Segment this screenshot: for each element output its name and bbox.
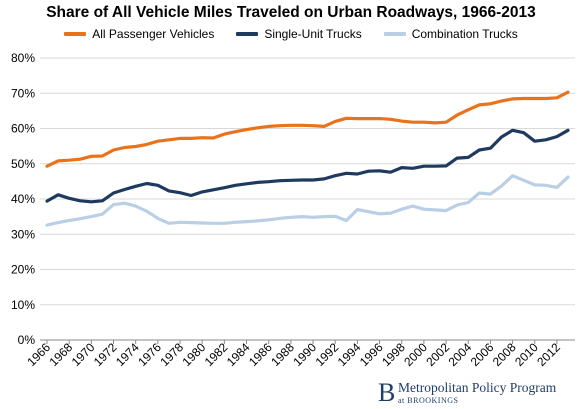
y-tick-label: 40% (11, 192, 35, 206)
series-line-combination-trucks (45, 174, 570, 227)
y-tick-label: 50% (11, 157, 35, 171)
series-lines (45, 90, 570, 227)
brand-name: Metropolitan Policy Program (398, 380, 557, 395)
x-tick-label: 1992 (313, 340, 342, 369)
y-axis-ticks: 0% 10% 20% 30% 40% 50% 60% 70% 80% (11, 51, 35, 347)
legend-item-combination: Combination Trucks (383, 24, 518, 44)
x-tick-label: 1984 (224, 340, 253, 369)
x-tick-label: 2004 (446, 340, 475, 369)
legend-swatch-passenger (64, 32, 87, 36)
legend-swatch-combination (383, 32, 406, 36)
brookings-logo-icon: B (378, 378, 396, 407)
x-tick-label: 1978 (157, 340, 186, 369)
x-tick-label: 2010 (512, 340, 541, 369)
x-tick-label: 1972 (91, 340, 120, 369)
x-tick-label: 1970 (69, 340, 98, 369)
brand-logo-block: B Metropolitan Policy Program at BROOKIN… (378, 378, 582, 407)
legend-item-passenger: All Passenger Vehicles (64, 24, 214, 44)
y-tick-label: 70% (11, 86, 35, 100)
y-tick-label: 10% (11, 298, 35, 312)
chart-title: Share of All Vehicle Miles Traveled on U… (46, 4, 536, 21)
x-tick-label: 2002 (423, 340, 452, 369)
x-tick-label: 1974 (113, 340, 142, 369)
chart-legend: All Passenger Vehicles Single-Unit Truck… (0, 24, 582, 44)
x-tick-label: 2008 (490, 340, 519, 369)
legend-label-combination: Combination Trucks (411, 27, 518, 41)
legend-swatch-single-unit (236, 32, 259, 36)
y-tick-label: 0% (18, 333, 36, 347)
series-line-single-unit-trucks (45, 128, 570, 204)
y-tick-label: 30% (11, 227, 35, 241)
x-tick-label: 2012 (534, 340, 563, 369)
x-tick-label: 1968 (47, 340, 76, 369)
legend-label-passenger: All Passenger Vehicles (92, 27, 215, 41)
series-line-all-passenger-vehicles (45, 90, 570, 168)
x-tick-label: 1986 (246, 340, 275, 369)
x-tick-label: 1998 (379, 340, 408, 369)
x-tick-label: 1976 (135, 340, 164, 369)
x-tick-label: 1980 (180, 340, 209, 369)
brand-subtitle: at BROOKINGS (398, 396, 459, 405)
y-tick-label: 60% (11, 122, 35, 136)
x-tick-label: 1988 (268, 340, 297, 369)
x-tick-label: 1982 (202, 340, 231, 369)
x-tick-label: 1996 (357, 340, 386, 369)
gridlines (40, 57, 575, 341)
y-tick-label: 80% (11, 51, 35, 65)
legend-label-single-unit: Single-Unit Trucks (264, 27, 362, 41)
x-tick-label: 1994 (335, 340, 364, 369)
y-tick-label: 20% (11, 263, 35, 277)
x-tick-label: 2000 (401, 340, 430, 369)
x-axis-ticks: 1966196819701972197419761978198019821984… (24, 340, 563, 369)
legend-item-single-unit: Single-Unit Trucks (236, 24, 362, 44)
x-tick-label: 1990 (290, 340, 319, 369)
x-tick-label: 2006 (468, 340, 497, 369)
